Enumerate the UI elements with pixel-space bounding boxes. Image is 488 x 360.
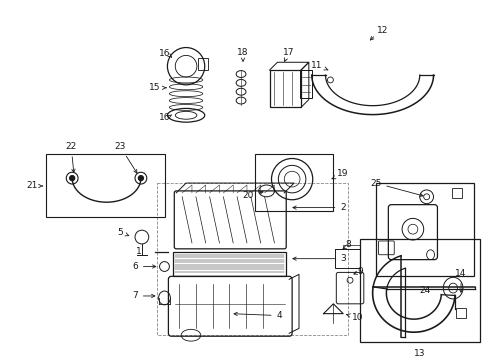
Bar bbox=[375, 183, 473, 276]
Text: 15: 15 bbox=[149, 83, 166, 92]
Text: 8: 8 bbox=[345, 240, 350, 249]
Text: 3: 3 bbox=[292, 254, 346, 263]
Text: 16: 16 bbox=[159, 113, 170, 122]
Text: 10: 10 bbox=[346, 313, 363, 322]
Bar bbox=[359, 239, 479, 342]
Text: 18: 18 bbox=[237, 48, 248, 57]
Text: 9: 9 bbox=[356, 267, 362, 276]
Text: 6: 6 bbox=[132, 262, 156, 271]
Bar bbox=[299, 70, 311, 98]
Text: 17: 17 bbox=[283, 48, 294, 57]
Text: 16: 16 bbox=[159, 49, 170, 58]
Bar bbox=[451, 188, 461, 198]
Text: 5: 5 bbox=[117, 228, 128, 237]
Circle shape bbox=[138, 176, 143, 181]
Text: 23: 23 bbox=[114, 142, 137, 173]
Bar bbox=[198, 58, 207, 70]
Bar bbox=[254, 154, 333, 211]
Text: 19: 19 bbox=[331, 169, 348, 179]
Text: 7: 7 bbox=[132, 292, 155, 301]
Bar bbox=[335, 249, 359, 269]
Text: 2: 2 bbox=[292, 203, 346, 212]
Text: 12: 12 bbox=[376, 26, 387, 35]
Text: 4: 4 bbox=[233, 311, 282, 320]
Circle shape bbox=[70, 176, 75, 181]
Text: 22: 22 bbox=[65, 142, 77, 172]
Bar bbox=[455, 308, 465, 318]
Text: 24: 24 bbox=[418, 285, 429, 294]
Text: 25: 25 bbox=[369, 179, 422, 197]
Text: 1: 1 bbox=[136, 247, 142, 256]
Bar bbox=[45, 154, 165, 217]
Text: 13: 13 bbox=[413, 350, 425, 359]
Bar bbox=[173, 252, 285, 276]
Bar bbox=[269, 70, 300, 107]
Text: 21: 21 bbox=[26, 181, 38, 190]
Text: 11: 11 bbox=[310, 61, 327, 70]
Text: 14: 14 bbox=[454, 269, 466, 292]
Text: 20: 20 bbox=[242, 191, 263, 200]
Bar bbox=[156, 183, 347, 335]
